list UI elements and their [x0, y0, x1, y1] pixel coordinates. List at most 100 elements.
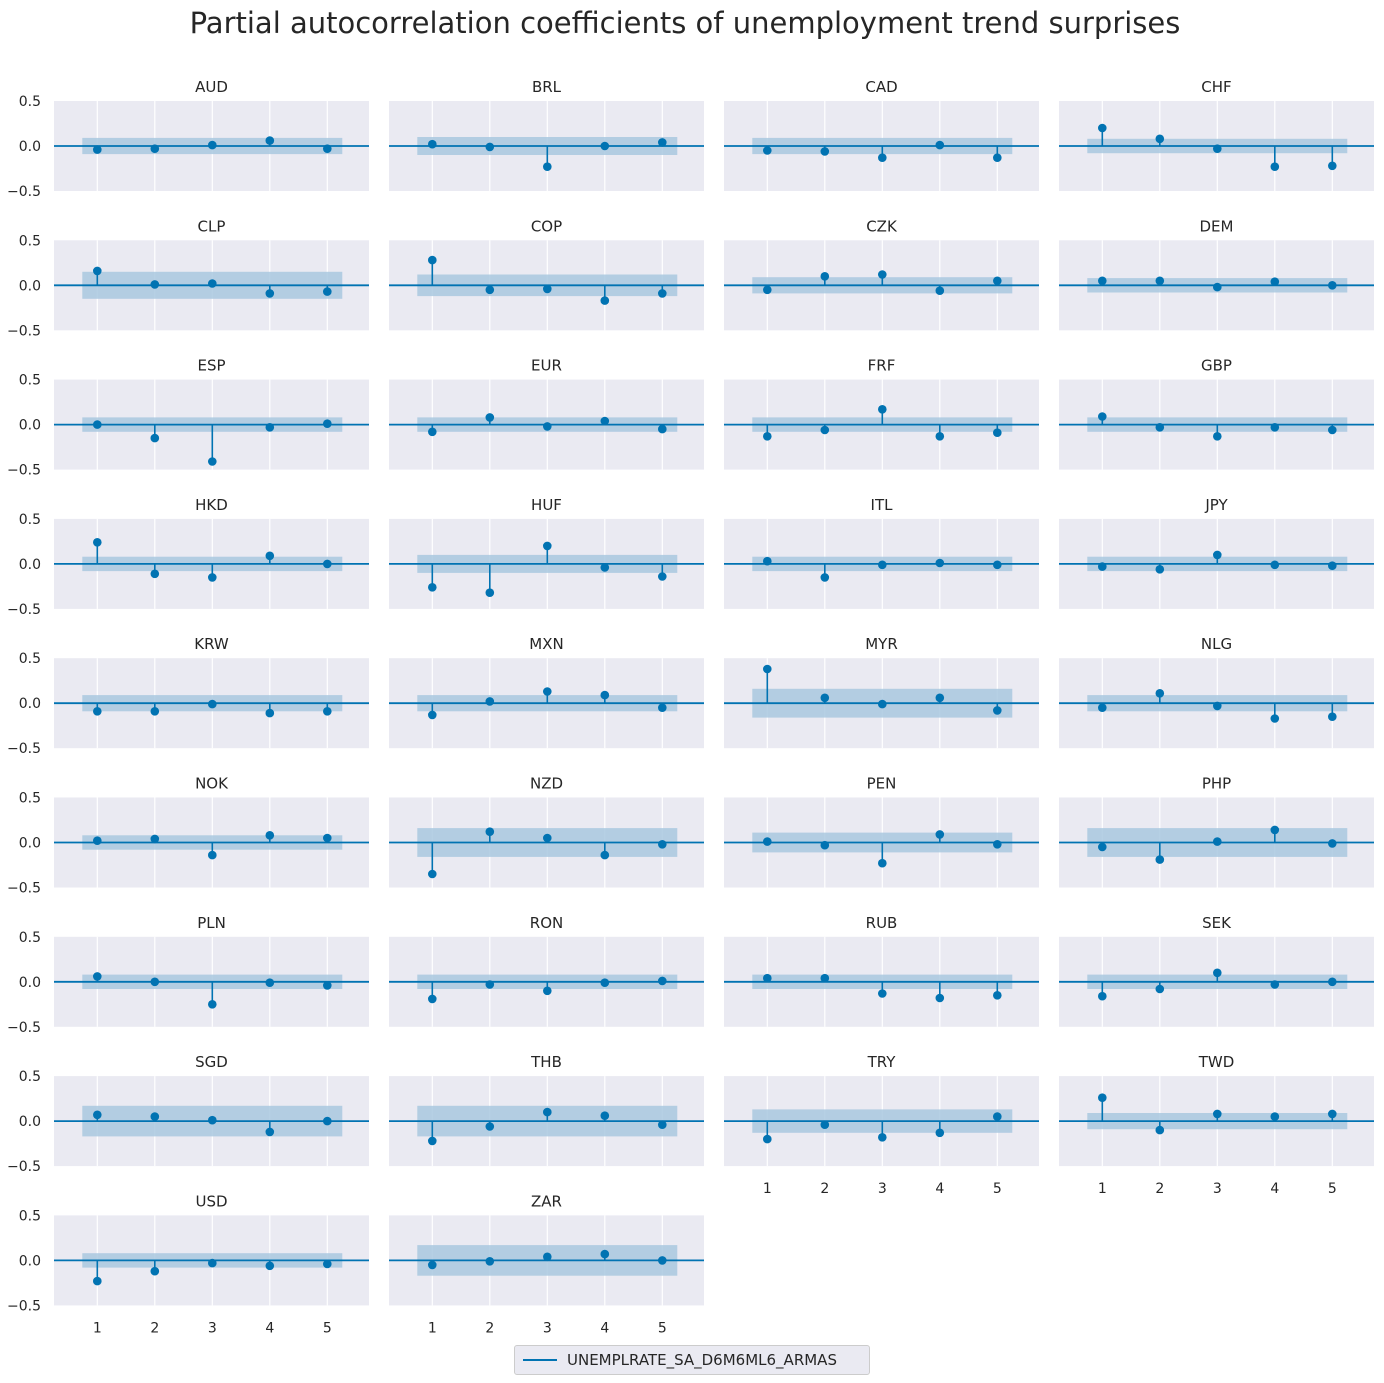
y-tick-label: 0.5	[19, 233, 41, 249]
point-chf-lag-3	[1213, 144, 1222, 153]
point-mxn-lag-1	[428, 710, 437, 720]
point-gbp-lag-3	[1213, 432, 1222, 441]
panel-czk: CZK	[724, 217, 1039, 331]
y-tick-label: −0.5	[7, 1298, 41, 1314]
panel-zar: ZAR 1 2 3 4 5	[389, 1192, 704, 1336]
point-clp-lag-3	[208, 279, 217, 288]
y-tick-label: −0.5	[7, 463, 41, 479]
point-dem-lag-4	[1270, 277, 1280, 287]
point-nzd-lag-2	[485, 827, 495, 836]
x-tick-label: 5	[993, 1181, 1002, 1197]
x-tick-label: 5	[658, 1320, 667, 1336]
point-frf-lag-5	[993, 428, 1002, 438]
point-sek-lag-1	[1098, 991, 1107, 1001]
legend-line-swatch	[523, 1359, 557, 1361]
point-cad-lag-1	[763, 146, 772, 155]
point-pen-lag-2	[820, 840, 830, 850]
panel-title: MXN	[529, 635, 563, 653]
panel-title: AUD	[195, 78, 228, 96]
point-nlg-lag-2	[1155, 689, 1165, 698]
point-pln-lag-5	[323, 981, 332, 990]
point-czk-lag-3	[878, 270, 887, 279]
point-clp-lag-2	[150, 280, 160, 289]
point-gbp-lag-5	[1328, 425, 1337, 435]
point-czk-lag-2	[820, 272, 830, 281]
point-esp-lag-4	[265, 423, 275, 432]
point-gbp-lag-2	[1155, 423, 1165, 432]
panel-title: ITL	[871, 496, 894, 514]
point-frf-lag-1	[763, 432, 772, 441]
panel-title: NLG	[1201, 635, 1232, 653]
panel-title: MYR	[865, 635, 898, 653]
panel-cop: COP	[389, 217, 704, 331]
point-rub-lag-1	[763, 973, 772, 983]
point-zar-lag-1	[428, 1260, 437, 1270]
point-aud-lag-5	[323, 144, 332, 153]
x-tick-label: 4	[935, 1181, 944, 1197]
point-sek-lag-2	[1155, 984, 1165, 994]
point-zar-lag-2	[485, 1257, 495, 1266]
point-huf-lag-1	[428, 583, 437, 592]
point-nok-lag-2	[150, 834, 160, 844]
point-frf-lag-2	[820, 425, 830, 435]
point-pen-lag-3	[878, 858, 887, 868]
point-myr-lag-1	[763, 664, 772, 674]
panel-ron: RON	[389, 914, 704, 1027]
panel-pln: PLN 0.5 0.0 −0.5	[7, 914, 369, 1036]
point-itl-lag-3	[878, 560, 887, 570]
point-zar-lag-4	[600, 1249, 610, 1259]
point-gbp-lag-1	[1098, 412, 1107, 421]
point-gbp-lag-4	[1270, 423, 1280, 432]
y-tick-label: 0.0	[19, 696, 41, 712]
point-esp-lag-1	[93, 420, 102, 429]
panel-twd: TWD 1 2 3 4 5	[1059, 1053, 1374, 1197]
x-tick-label: 5	[1328, 1181, 1337, 1197]
x-tick-label: 3	[878, 1181, 887, 1197]
panel-title: TRY	[867, 1053, 897, 1071]
panel-title: CZK	[866, 217, 898, 235]
panel-title: SGD	[195, 1053, 228, 1071]
point-itl-lag-4	[935, 558, 945, 568]
panel-title: RUB	[866, 914, 898, 932]
panel-title: JPY	[1204, 496, 1228, 514]
y-tick-label: 0.0	[19, 975, 41, 991]
point-czk-lag-5	[993, 276, 1002, 286]
point-brl-lag-2	[485, 142, 495, 152]
point-chf-lag-4	[1270, 162, 1280, 171]
point-clp-lag-1	[93, 266, 102, 276]
x-tick-label: 2	[150, 1320, 159, 1336]
chart-svg: Partial autocorrelation coefficients of …	[7, 6, 1374, 1336]
x-tick-label: 2	[820, 1181, 829, 1197]
point-sgd-lag-4	[265, 1127, 275, 1137]
point-php-lag-2	[1155, 855, 1165, 864]
panel-myr: MYR	[724, 635, 1039, 749]
y-tick-label: 0.0	[19, 139, 41, 155]
x-tick-label: 3	[1213, 1181, 1222, 1197]
point-dem-lag-3	[1213, 282, 1222, 292]
point-myr-lag-2	[820, 693, 830, 703]
point-usd-lag-5	[323, 1259, 332, 1269]
point-pen-lag-4	[935, 830, 945, 839]
point-brl-lag-1	[428, 139, 437, 149]
y-tick-label: 0.0	[19, 278, 41, 294]
point-jpy-lag-3	[1213, 550, 1222, 560]
x-tick-label: 5	[323, 1320, 332, 1336]
point-esp-lag-3	[208, 457, 217, 466]
point-mxn-lag-5	[658, 703, 667, 712]
point-frf-lag-3	[878, 405, 887, 414]
point-twd-lag-1	[1098, 1093, 1107, 1102]
point-thb-lag-2	[485, 1122, 495, 1131]
panel-title: PLN	[197, 914, 226, 932]
panel-nok: NOK 0.5 0.0 −0.5	[7, 775, 369, 897]
point-dem-lag-1	[1098, 276, 1107, 286]
point-jpy-lag-1	[1098, 562, 1107, 571]
panel-hkd: HKD 0.5 0.0 −0.5	[7, 496, 369, 618]
point-nlg-lag-3	[1213, 701, 1222, 711]
point-aud-lag-3	[208, 140, 217, 150]
point-sgd-lag-1	[93, 1110, 102, 1120]
y-tick-label: 0.0	[19, 418, 41, 434]
point-pen-lag-1	[763, 837, 772, 846]
point-krw-lag-1	[93, 707, 102, 716]
point-krw-lag-5	[323, 707, 332, 716]
y-tick-label: −0.5	[7, 1020, 41, 1036]
